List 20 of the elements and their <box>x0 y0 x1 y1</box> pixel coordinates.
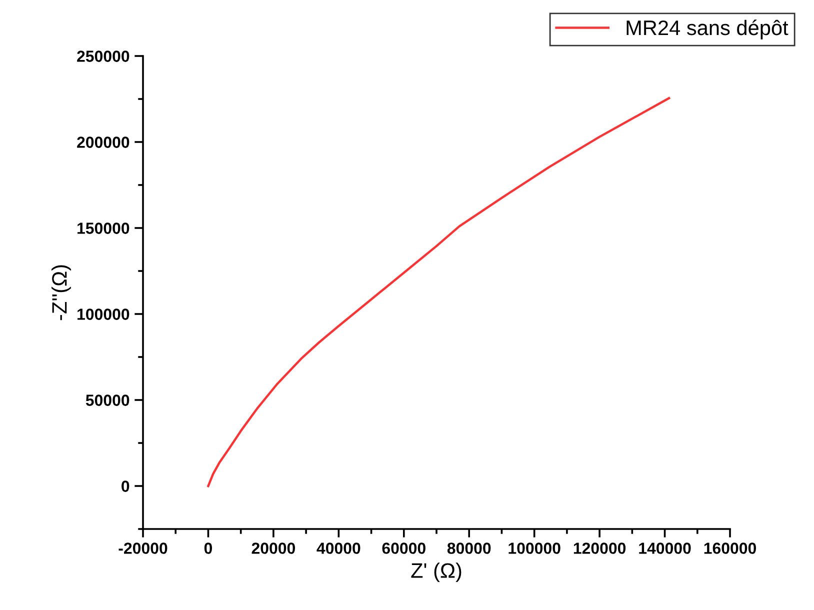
x-tick-label: 0 <box>204 542 212 554</box>
x-tick-label: 100000 <box>508 542 560 554</box>
x-tick-label: 80000 <box>447 542 491 554</box>
y-tick-label: 250000 <box>77 50 130 62</box>
x-tick-label: 140000 <box>639 542 691 554</box>
legend-label: MR24 sans dépôt <box>626 20 788 40</box>
y-tick-label: 200000 <box>77 136 130 148</box>
x-tick-label: 160000 <box>704 542 756 554</box>
x-tick-label: -20000 <box>118 542 168 554</box>
x-tick-label: 20000 <box>252 542 295 554</box>
y-axis-title: -Z''(Ω) <box>52 265 71 320</box>
y-tick-label: 50000 <box>86 394 130 406</box>
y-tick-label: 150000 <box>78 222 130 234</box>
line-series <box>207 97 670 488</box>
y-tick-label: 0 <box>122 480 130 492</box>
x-tick-label: 120000 <box>574 542 626 554</box>
x-tick-label: 60000 <box>382 542 426 554</box>
x-axis-title: Z' (Ω) <box>411 562 462 582</box>
x-tick-label: 40000 <box>316 542 360 554</box>
y-tick-label: 100000 <box>78 308 130 320</box>
